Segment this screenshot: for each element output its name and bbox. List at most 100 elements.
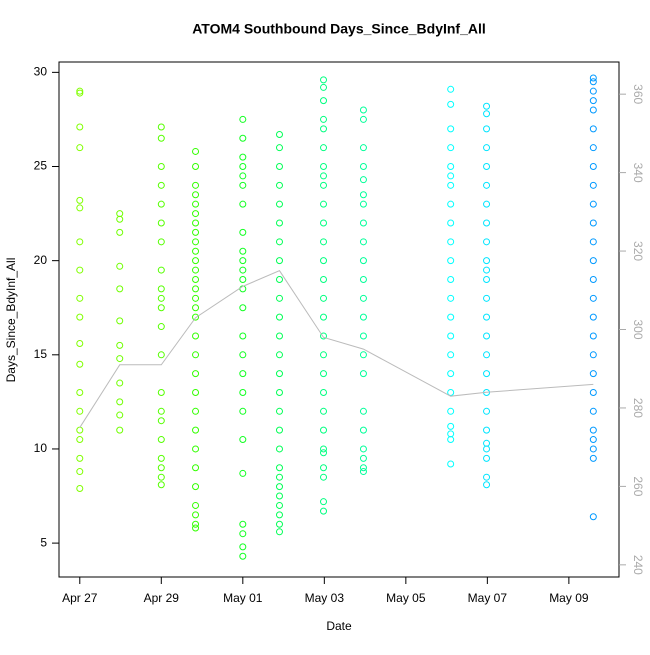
- point: [239, 153, 247, 161]
- point: [157, 238, 165, 246]
- point: [589, 513, 597, 521]
- point: [447, 257, 455, 265]
- point: [157, 323, 165, 331]
- point: [157, 181, 165, 189]
- point: [483, 351, 491, 359]
- point: [447, 332, 455, 340]
- point: [483, 257, 491, 265]
- point: [275, 294, 283, 302]
- point: [76, 87, 84, 95]
- point: [589, 436, 597, 444]
- point: [157, 134, 165, 142]
- point: [192, 445, 200, 453]
- point: [359, 238, 367, 246]
- point: [76, 294, 84, 302]
- point: [589, 163, 597, 171]
- x-tick-label: May 07: [468, 591, 508, 605]
- point: [359, 191, 367, 199]
- point: [359, 332, 367, 340]
- point: [76, 426, 84, 434]
- point: [76, 196, 84, 204]
- point: [157, 464, 165, 472]
- point: [589, 275, 597, 283]
- point: [275, 520, 283, 528]
- point: [447, 125, 455, 133]
- point: [239, 163, 247, 171]
- point: [359, 445, 367, 453]
- point: [320, 115, 328, 123]
- point: [239, 407, 247, 415]
- point: [447, 388, 455, 396]
- point: [76, 123, 84, 131]
- point: [76, 144, 84, 152]
- point: [483, 163, 491, 171]
- point: [275, 257, 283, 265]
- x-axis-label: Date: [326, 619, 352, 633]
- line: [79, 270, 594, 428]
- point: [275, 426, 283, 434]
- point: [589, 144, 597, 152]
- point: [157, 436, 165, 444]
- point: [76, 407, 84, 415]
- point: [447, 275, 455, 283]
- point: [483, 445, 491, 453]
- point: [320, 163, 328, 171]
- point: [483, 370, 491, 378]
- point: [483, 313, 491, 321]
- point: [157, 123, 165, 131]
- point: [359, 464, 367, 472]
- point: [116, 285, 124, 293]
- point: [483, 332, 491, 340]
- point: [192, 351, 200, 359]
- point: [320, 238, 328, 246]
- point: [76, 360, 84, 368]
- point: [192, 257, 200, 265]
- x-tick-label: May 05: [386, 591, 426, 605]
- point: [192, 163, 200, 171]
- point: [483, 144, 491, 152]
- x-tick-label: Apr 27: [62, 591, 98, 605]
- point: [192, 304, 200, 312]
- point: [589, 74, 597, 82]
- point: [275, 275, 283, 283]
- point: [320, 407, 328, 415]
- point: [320, 200, 328, 208]
- point: [239, 115, 247, 123]
- point: [192, 407, 200, 415]
- point: [116, 426, 124, 434]
- point: [320, 370, 328, 378]
- point: [116, 379, 124, 387]
- point: [157, 388, 165, 396]
- point: [116, 411, 124, 419]
- point: [483, 238, 491, 246]
- point: [320, 181, 328, 189]
- point: [320, 464, 328, 472]
- point: [589, 257, 597, 265]
- point: [483, 110, 491, 118]
- point: [275, 200, 283, 208]
- point: [239, 172, 247, 180]
- point: [157, 407, 165, 415]
- point: [239, 520, 247, 528]
- point: [192, 332, 200, 340]
- point: [589, 181, 597, 189]
- point: [483, 102, 491, 110]
- point: [447, 163, 455, 171]
- point: [483, 439, 491, 447]
- point: [157, 219, 165, 227]
- point: [192, 228, 200, 236]
- point: [239, 200, 247, 208]
- point: [275, 473, 283, 481]
- point: [116, 215, 124, 223]
- point: [320, 144, 328, 152]
- x-tick-label: May 09: [549, 591, 589, 605]
- point: [320, 332, 328, 340]
- point: [447, 200, 455, 208]
- point: [483, 219, 491, 227]
- x-tick-label: Apr 29: [144, 591, 180, 605]
- point: [275, 219, 283, 227]
- point: [320, 449, 328, 457]
- point: [359, 219, 367, 227]
- point: [76, 238, 84, 246]
